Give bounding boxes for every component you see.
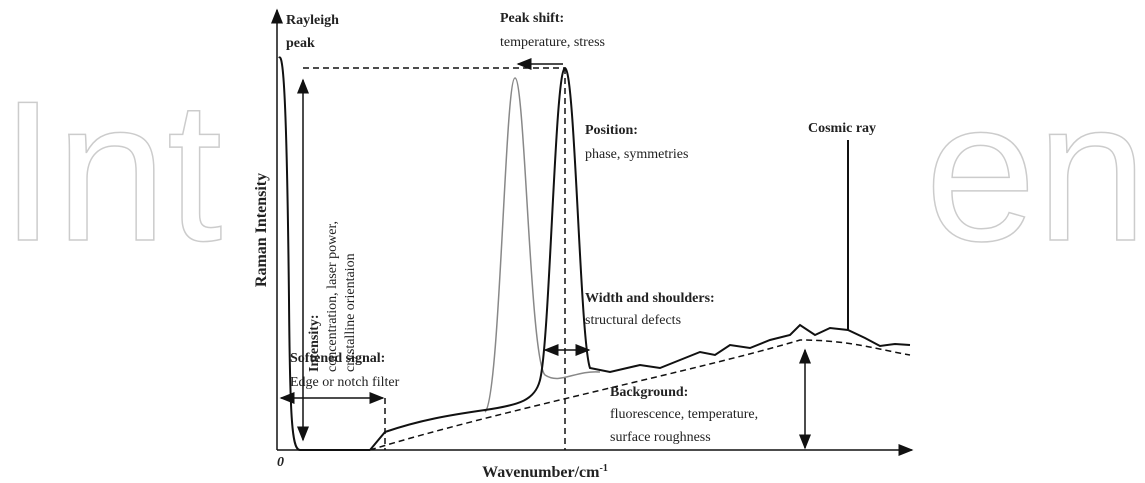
label: Intensity:: [307, 314, 322, 372]
x-axis-label: Wavenumber/cm-1: [482, 463, 608, 481]
watermark: en: [925, 60, 1145, 283]
watermark: Int: [0, 60, 222, 283]
label: Peak shift:: [500, 11, 564, 26]
label: structural defects: [585, 313, 681, 328]
label: Width and shoulders:: [585, 291, 715, 306]
label: Cosmic ray: [808, 121, 876, 136]
label: Softened signal:: [290, 351, 385, 366]
x-axis-label-text: Wavenumber/cm: [482, 464, 600, 481]
label: Rayleigh: [286, 13, 339, 28]
label: surface roughness: [610, 430, 711, 445]
label: peak: [286, 36, 315, 51]
label: Edge or notch filter: [290, 375, 400, 390]
x-axis-label-sup: -1: [599, 463, 607, 474]
drawing: [271, 8, 914, 456]
label: temperature, stress: [500, 35, 605, 50]
label: Background:: [610, 385, 688, 400]
label: crystalline orientaion: [343, 253, 358, 372]
label: concentration, laser power,: [325, 221, 340, 372]
label: phase, symmetries: [585, 147, 688, 162]
y-axis-label: Raman Intensity: [253, 173, 270, 287]
label: fluorescence, temperature,: [610, 407, 758, 422]
label: Position:: [585, 123, 638, 138]
origin-label: 0: [277, 455, 284, 470]
